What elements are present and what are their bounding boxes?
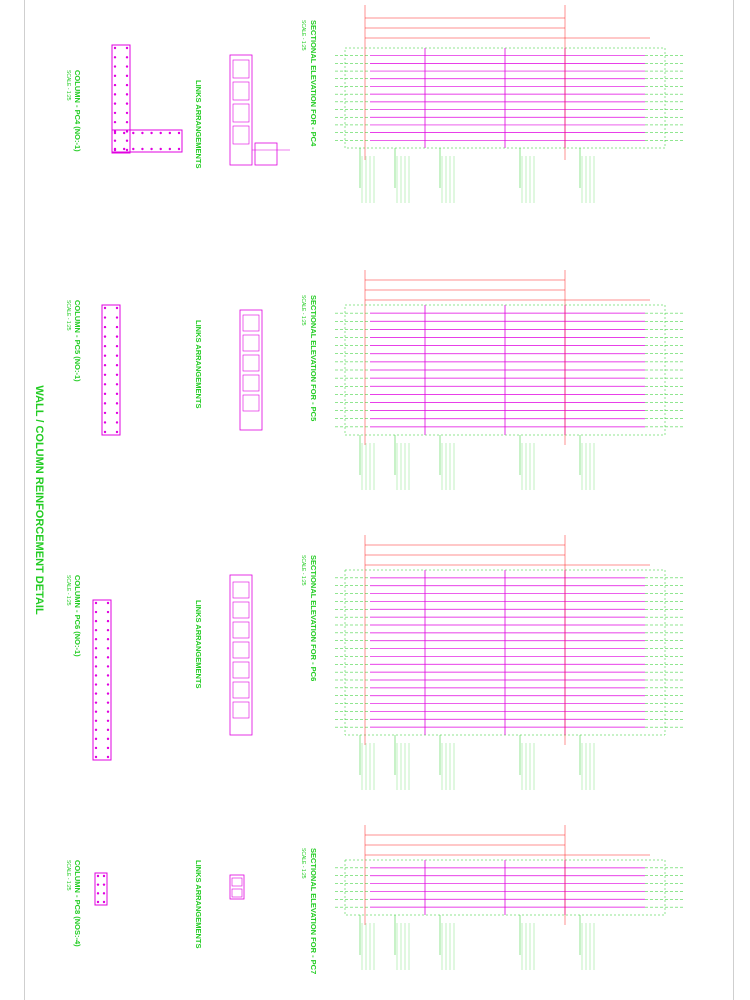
- column-section-pc8: [94, 872, 108, 906]
- column-scale-pc4: SCALE - 1:25: [65, 70, 71, 101]
- section-pc7: SECTIONAL ELEVATION FOR - PC7 SCALE - 1:…: [65, 825, 685, 974]
- section-pc6: SECTIONAL ELEVATION FOR - PC6 SCALE - 1:…: [65, 535, 685, 790]
- section-pc4: SECTIONAL ELEVATION FOR - PC4 SCALE - 1:…: [65, 5, 685, 203]
- elevation-title-pc4: SECTIONAL ELEVATION FOR - PC4: [309, 20, 318, 147]
- column-section-pc4: [111, 44, 183, 154]
- elevation-pc5: [335, 270, 685, 490]
- links-title-pc6: LINKS ARRANGEMENTS: [194, 600, 203, 688]
- column-scale-pc6: SCALE - 1:25: [65, 575, 71, 606]
- elevation-pc7: [335, 825, 685, 970]
- elevation-rebars-pc7: [335, 867, 685, 908]
- column-scale-pc8: SCALE - 1:25: [65, 860, 71, 891]
- elevation-scale-pc7: SCALE - 1:25: [300, 848, 306, 879]
- links-title-pc5: LINKS ARRANGEMENTS: [194, 320, 203, 408]
- elevation-scale-pc5: SCALE - 1:25: [300, 295, 306, 326]
- links-arrangement-pc6: [229, 574, 253, 736]
- elevation-title-pc6: SECTIONAL ELEVATION FOR - PC6: [309, 555, 318, 681]
- links-arrangement-pc7: [229, 874, 245, 900]
- dimension-lines-pc5: [364, 270, 650, 445]
- links-title-pc7: LINKS ARRANGEMENTS: [194, 860, 203, 948]
- bar-notes-pc5: [359, 435, 595, 490]
- elevation-pc4: [335, 5, 685, 203]
- elevation-rebars-pc6: [335, 577, 685, 728]
- elevation-title-pc5: SECTIONAL ELEVATION FOR - PC5: [309, 295, 318, 421]
- column-title-pc4: COLUMN - PC4 (NO:-1): [73, 70, 82, 152]
- column-title-pc6: COLUMN - PC6 (NO:-1): [73, 575, 82, 657]
- column-bars-pc5: [103, 306, 119, 434]
- column-bars-pc8: [96, 874, 106, 904]
- links-arrangement-pc4: [229, 54, 290, 166]
- elevation-scale-pc4: SCALE - 1:25: [300, 20, 306, 51]
- dimension-lines-pc6: [364, 535, 650, 745]
- elevation-scale-pc6: SCALE - 1:25: [300, 555, 306, 586]
- elevation-title-pc7: SECTIONAL ELEVATION FOR - PC7: [309, 848, 318, 974]
- column-section-pc6: [92, 599, 112, 761]
- dimension-lines-pc7: [364, 825, 650, 925]
- column-title-pc8: COLUMN - PC8 (NOS:-4): [73, 860, 82, 947]
- column-scale-pc5: SCALE - 1:25: [65, 300, 71, 331]
- bar-notes-pc7: [359, 915, 595, 970]
- drawing-frame: [24, 0, 734, 1000]
- elevation-pc6: [335, 535, 685, 790]
- links-arrangement-pc5: [239, 309, 263, 431]
- section-pc5: SECTIONAL ELEVATION FOR - PC5 SCALE - 1:…: [65, 270, 685, 490]
- links-title-pc4: LINKS ARRANGEMENTS: [194, 80, 203, 168]
- dimension-lines-pc4: [364, 5, 650, 160]
- bar-notes-pc6: [359, 735, 595, 790]
- column-bars-pc4: [113, 46, 181, 152]
- bar-notes-pc4: [359, 148, 595, 203]
- sheet-title: WALL / COLUMN REINFORCEMENT DETAIL: [33, 385, 45, 615]
- column-section-pc5: [101, 304, 121, 436]
- elevation-rebars-pc4: [335, 55, 685, 141]
- column-title-pc5: COLUMN - PC5 (NO:-1): [73, 300, 82, 382]
- elevation-rebars-pc5: [335, 312, 685, 428]
- column-bars-pc6: [94, 601, 110, 759]
